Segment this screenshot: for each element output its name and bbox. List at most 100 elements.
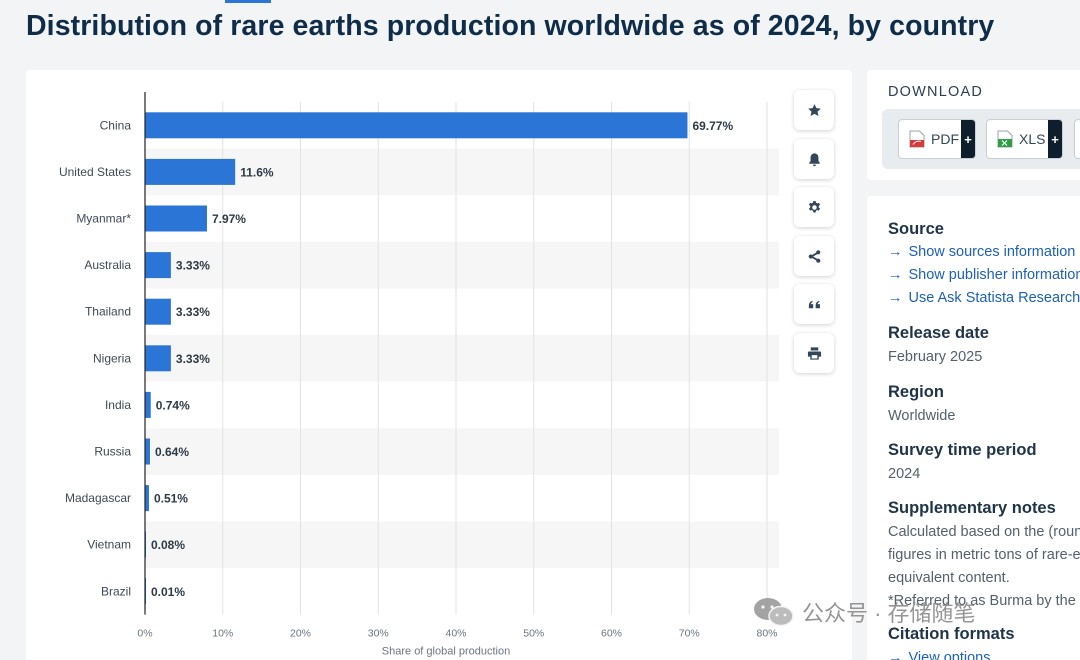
category-label: China (100, 118, 132, 132)
bar-chart: 0% 10% 20% 30% 40% 50% 60% 70% 80% China 69.77% Uni… (59, 92, 779, 658)
share-icon (808, 249, 820, 263)
x-tick-label: 70% (679, 628, 700, 640)
x-tick-label: 20% (290, 628, 311, 640)
notification-button[interactable] (794, 139, 834, 179)
notes-line: figures in metric tons of rare-earth-oxi… (888, 547, 1080, 563)
bar (145, 298, 171, 325)
release-date-heading: Release date (888, 324, 989, 342)
notes-line: *Referred to as Burma by the source. (888, 593, 1080, 609)
row-stripe (145, 148, 779, 196)
region-heading: Region (888, 383, 944, 401)
value-label: 69.77% (692, 119, 733, 133)
wechat-icon (754, 598, 794, 627)
category-label: United States (59, 165, 131, 179)
value-label: 3.33% (176, 305, 210, 319)
bar (145, 485, 149, 512)
source-heading: Source (888, 220, 944, 238)
settings-button[interactable] (794, 187, 834, 227)
value-label: 0.08% (151, 538, 185, 552)
category-label: Vietnam (87, 538, 131, 552)
info-card: Source → Show sources information → Show p… (867, 196, 1080, 660)
bar (145, 112, 688, 139)
category-label: Brazil (101, 584, 131, 598)
show-publisher-link-text: Show publisher information (908, 267, 1080, 283)
arrow-right-icon: → (888, 650, 903, 660)
value-label: 0.74% (156, 398, 190, 412)
favorite-button[interactable] (794, 90, 834, 130)
x-tick-label: 60% (601, 628, 622, 640)
download-more-button[interactable] (1074, 119, 1080, 159)
row-stripe (145, 428, 779, 475)
survey-period-heading: Survey time period (888, 441, 1037, 459)
view-options-link-text: View options (908, 650, 991, 660)
category-label: Australia (84, 258, 131, 272)
bell-icon (808, 152, 820, 166)
value-label: 3.33% (176, 259, 210, 273)
star-icon (807, 103, 821, 116)
notes-line: equivalent content. (888, 570, 1010, 586)
category-label: Madagascar (65, 491, 131, 505)
ask-statista-link-text: Use Ask Statista Research Service (908, 290, 1080, 306)
region-value: Worldwide (888, 408, 956, 424)
quote-icon (808, 300, 820, 308)
download-xls-button[interactable]: XLS + (986, 119, 1063, 159)
watermark: 公众号 · 存储随笔 (752, 596, 976, 628)
x-tick-label: 80% (756, 628, 777, 640)
gear-icon (808, 200, 820, 212)
download-pdf-button[interactable]: PDF + (898, 119, 976, 159)
page-title: Distribution of rare earths production w… (26, 10, 995, 42)
pdf-label: PDF (931, 131, 959, 147)
xls-file-icon (997, 130, 1013, 148)
row-stripe (145, 241, 779, 289)
watermark-text: 公众号 · 存储随笔 (802, 601, 976, 626)
x-tick-label: 30% (368, 628, 389, 640)
print-icon (807, 346, 821, 360)
x-tick-label: 50% (523, 628, 544, 640)
category-label: Nigeria (93, 351, 131, 365)
bar (145, 345, 171, 372)
arrow-right-icon: → (888, 290, 903, 306)
value-label: 0.51% (154, 492, 188, 506)
show-sources-link-text: Show sources information (908, 244, 1076, 260)
arrow-right-icon: → (888, 267, 903, 283)
bar (145, 252, 171, 279)
x-tick-label: 10% (212, 628, 233, 640)
supplementary-notes-heading: Supplementary notes (888, 499, 1056, 517)
download-title: DOWNLOAD (888, 84, 983, 100)
view-options-link[interactable]: → View options (888, 650, 990, 660)
share-button[interactable] (794, 236, 834, 276)
pdf-options-plus[interactable]: + (961, 120, 975, 158)
show-sources-link[interactable]: → Show sources information (888, 244, 1075, 260)
pdf-file-icon (909, 130, 925, 148)
x-tick-label: 0% (137, 628, 152, 640)
chart-card: 0% 10% 20% 30% 40% 50% 60% 70% 80% China 69.77% Uni… (26, 70, 852, 660)
x-axis-title: Share of global production (382, 646, 510, 658)
arrow-right-icon: → (888, 244, 903, 260)
citation-formats-heading: Citation formats (888, 625, 1015, 643)
download-panel: PDF + XLS + (882, 109, 1080, 169)
release-date-value: February 2025 (888, 349, 983, 365)
cite-button[interactable] (794, 284, 834, 324)
show-publisher-link[interactable]: → Show publisher information (888, 267, 1080, 283)
ask-statista-link[interactable]: → Use Ask Statista Research Service (888, 290, 1080, 306)
print-button[interactable] (794, 333, 834, 373)
bar (145, 158, 236, 185)
xls-options-plus[interactable]: + (1048, 120, 1062, 158)
survey-period-value: 2024 (888, 466, 921, 482)
notes-line: Calculated based on the (rounded) (888, 524, 1080, 540)
value-label: 7.97% (212, 212, 246, 226)
title-accent-line (225, 0, 271, 3)
x-tick-label: 40% (445, 628, 466, 640)
value-label: 0.64% (155, 445, 189, 459)
category-label: Russia (94, 445, 131, 459)
category-label: India (105, 398, 131, 412)
download-card: DOWNLOAD PDF + XLS + (867, 70, 1080, 180)
bar (145, 438, 150, 465)
xls-label: XLS (1019, 131, 1046, 147)
bar (145, 205, 207, 232)
value-label: 0.01% (151, 585, 185, 599)
bar (145, 391, 151, 418)
row-stripe (145, 521, 779, 568)
category-label: Myanmar* (76, 212, 131, 226)
value-label: 11.6% (240, 165, 274, 179)
